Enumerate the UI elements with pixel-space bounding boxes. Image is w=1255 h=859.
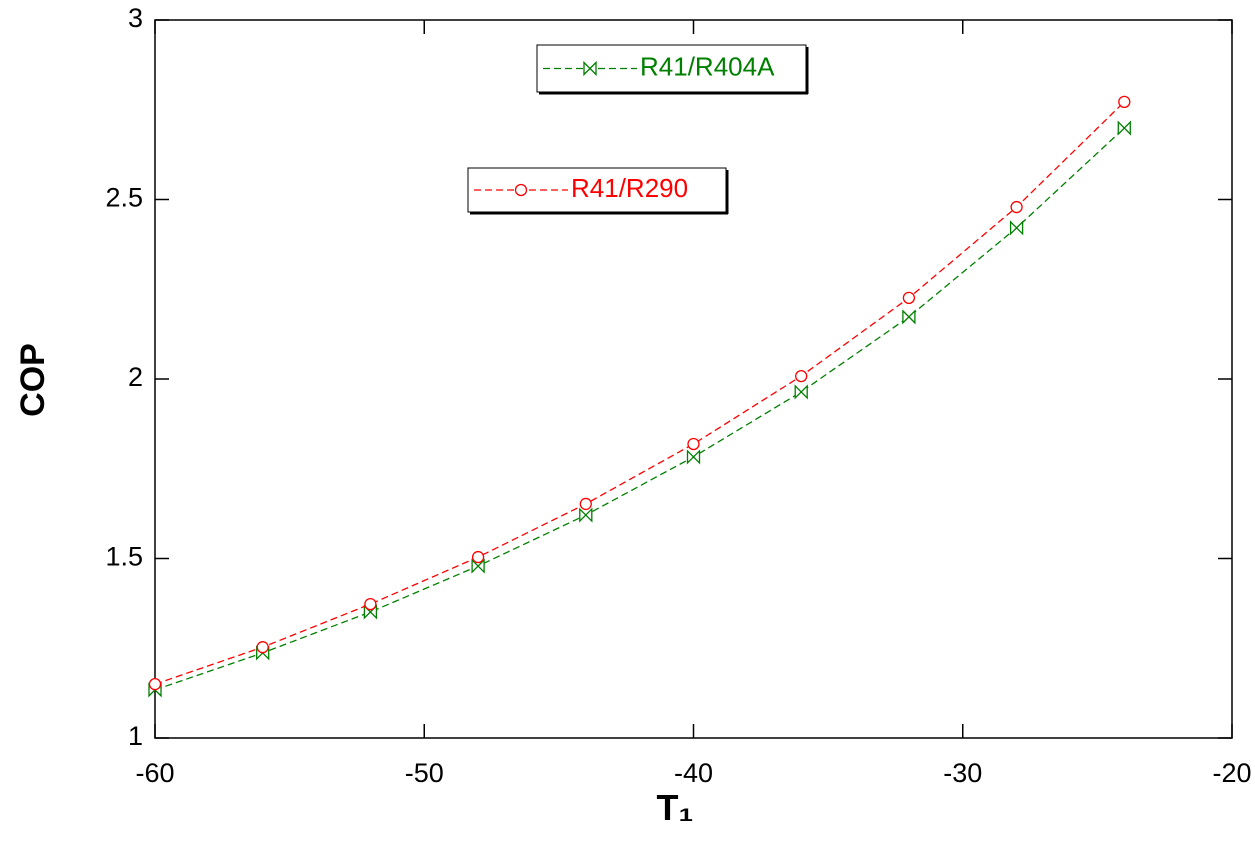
y-tick-label: 2 [128,362,143,392]
marker [1010,200,1023,214]
legend-label: R41/R404A [640,51,775,81]
marker [471,558,485,574]
marker [148,678,162,691]
x-axis-label: T₁ [657,787,694,828]
marker [902,291,916,305]
legend-box [467,167,727,213]
x-tick-label: -30 [943,758,982,788]
x-tick-label: -20 [1212,758,1251,788]
y-tick-label: 2.5 [105,183,143,213]
marker [1117,120,1131,136]
marker [471,550,485,564]
marker [256,641,269,654]
marker [579,507,593,523]
marker [1009,220,1024,236]
marker [364,597,377,611]
y-tick-label: 1 [128,721,143,751]
x-tick-label: -50 [405,758,444,788]
marker [794,384,808,400]
marker [1118,95,1131,109]
legend-label: R41/R290 [571,173,688,203]
x-tick-label: -60 [135,758,174,788]
y-tick-label: 3 [128,3,143,33]
series-line [154,127,1125,691]
legend-marker [514,183,528,197]
marker [902,309,916,325]
plot-frame [154,19,1233,739]
series-line [154,101,1125,685]
marker [687,437,700,451]
x-tick-label: -40 [674,758,713,788]
marker [686,449,701,465]
marker [795,369,808,383]
marker [579,497,592,511]
legend-marker [583,60,597,77]
y-tick-label: 1.5 [105,542,143,572]
y-axis-label: COP [14,343,52,417]
